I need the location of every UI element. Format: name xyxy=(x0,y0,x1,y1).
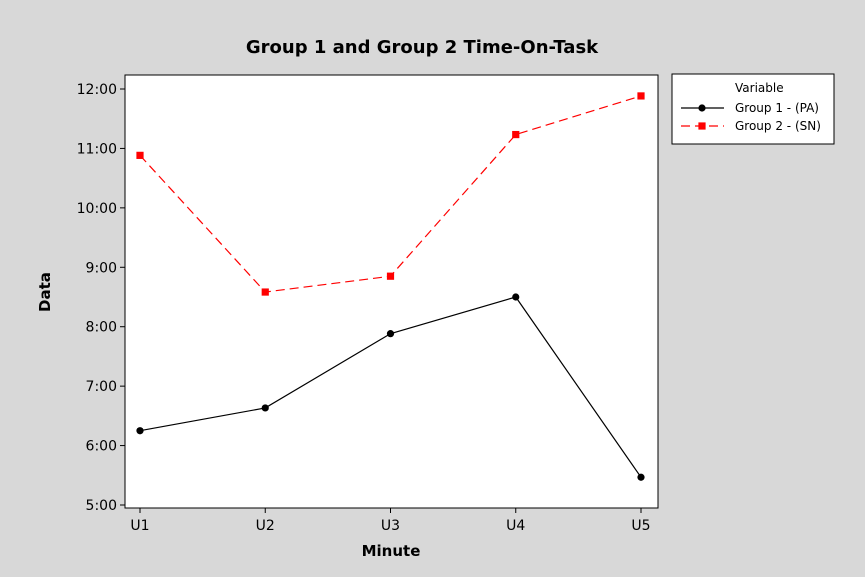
chart-title: Group 1 and Group 2 Time-On-Task xyxy=(246,37,599,58)
x-tick-label: U2 xyxy=(256,518,275,534)
series-1-point xyxy=(637,473,645,481)
plot-area xyxy=(124,74,659,509)
y-tick-label: 6:00 xyxy=(86,439,117,455)
y-tick-label: 8:00 xyxy=(86,320,117,336)
series-2-point xyxy=(136,151,144,159)
x-axis: U1 U2 U3 U4 U5 xyxy=(130,508,651,534)
y-axis: 5:00 6:00 7:00 8:00 9:00 10:00 11:00 12:00 xyxy=(77,82,125,514)
legend: Variable Group 1 - (PA) Group 2 - (SN) xyxy=(671,73,835,145)
legend-label: Group 1 - (PA) xyxy=(735,101,819,115)
series-1-point xyxy=(136,427,144,435)
series-layer xyxy=(136,92,645,481)
x-tick-label: U5 xyxy=(631,518,650,534)
series-1-point xyxy=(261,404,269,412)
y-tick-label: 11:00 xyxy=(77,141,117,157)
legend-items: Group 1 - (PA) Group 2 - (SN) xyxy=(681,101,821,133)
x-axis-title: Minute xyxy=(362,542,421,560)
x-tick-label: U3 xyxy=(381,518,400,534)
y-tick-label: 9:00 xyxy=(86,260,117,276)
series-2-point xyxy=(512,130,520,139)
x-tick-label: U4 xyxy=(506,518,525,534)
series-1-point xyxy=(512,293,520,301)
series-2-point xyxy=(386,272,395,280)
y-tick-label: 10:00 xyxy=(77,201,117,217)
y-tick-label: 12:00 xyxy=(77,82,117,98)
x-tick-label: U1 xyxy=(130,518,149,534)
legend-marker xyxy=(698,104,706,112)
y-tick-label: 5:00 xyxy=(86,498,117,514)
legend-marker xyxy=(698,122,706,130)
legend-label: Group 2 - (SN) xyxy=(735,119,821,133)
y-axis-title: Data xyxy=(36,272,54,312)
legend-title: Variable xyxy=(735,81,784,95)
series-1-point xyxy=(386,330,395,338)
y-tick-label: 7:00 xyxy=(86,379,117,395)
series-2-point xyxy=(261,288,269,296)
series-2-point xyxy=(637,92,645,100)
